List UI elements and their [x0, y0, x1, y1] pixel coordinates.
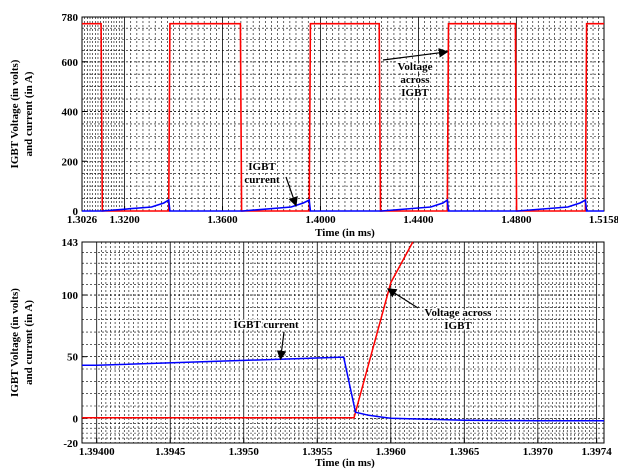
annotation-text: IGBT current — [233, 319, 299, 331]
y-tick-label: 100 — [62, 290, 79, 302]
y-axis-title: IGBT Voltage (in volts) — [9, 288, 21, 397]
annotation-text: IGBT — [401, 87, 429, 99]
annotation-text: Voltage across — [425, 307, 493, 319]
x-tick-label: 1.3200 — [109, 214, 140, 226]
y-tick-label: 600 — [62, 57, 79, 69]
x-tick-label: 1.3974 — [582, 446, 613, 458]
chart-panel-2: -20 0 50 100 143 1.39400 1.3945 1.3950 1.3955 1.3… — [9, 237, 612, 469]
x-tick-label: 1.4000 — [305, 214, 336, 226]
grid — [82, 242, 604, 443]
x-tick-label: 1.3026 — [67, 214, 98, 226]
y-tick-label: 50 — [67, 352, 79, 364]
y-axis-title: and current (in A) — [23, 300, 35, 385]
y-axis-title: and current (in A) — [23, 71, 35, 156]
annotation-text: across — [400, 74, 430, 86]
annotation: IGBT current — [232, 318, 300, 361]
y-tick-label: 200 — [62, 156, 79, 168]
x-tick-label: 1.3945 — [155, 446, 186, 458]
annotation-arrow — [382, 48, 449, 61]
x-tick-label: 1.3970 — [523, 446, 554, 458]
y-tick-label: -20 — [63, 438, 78, 450]
annotation-text: IGBT — [248, 161, 276, 173]
annotation-arrow — [285, 176, 298, 207]
annotation-text: current — [244, 174, 280, 186]
plot-frame — [81, 241, 605, 444]
plot-frame — [81, 16, 605, 212]
current-series-line — [82, 356, 604, 422]
y-axis-title: IGBT Voltage (in volts) — [9, 59, 21, 168]
y-tick-label: 0 — [73, 413, 79, 425]
x-axis-title: Time (in ms) — [315, 457, 375, 469]
current-series-line — [82, 198, 604, 212]
voltage-series-line — [82, 241, 414, 419]
annotation-text: IGBT — [444, 320, 472, 332]
chart-panel-1: 0 200 400 600 780 1.3026 1.3200 1.3600 1.4000 1.4… — [9, 12, 618, 239]
x-axis-title: Time (in ms) — [315, 227, 375, 239]
x-tick-label: 1.3955 — [302, 446, 333, 458]
x-tick-label: 1.5158 — [589, 214, 618, 226]
y-tick-label: 0 — [73, 206, 79, 218]
annotation-text: Voltage — [397, 61, 432, 73]
y-tick-label: 400 — [62, 107, 79, 119]
annotation-arrow — [386, 288, 419, 309]
y-tick-label: 780 — [62, 12, 79, 24]
x-tick-label: 1.4800 — [501, 214, 532, 226]
grid — [82, 17, 604, 211]
x-tick-label: 1.3960 — [376, 446, 407, 458]
x-tick-label: 1.3950 — [229, 446, 260, 458]
voltage-series-line — [82, 22, 604, 212]
x-tick-label: 1.3600 — [207, 214, 238, 226]
annotation-arrow — [276, 331, 287, 361]
y-tick-label: 143 — [62, 237, 79, 249]
x-tick-label: 1.3965 — [449, 446, 480, 458]
x-tick-label: 1.39400 — [79, 446, 115, 458]
x-tick-label: 1.4400 — [403, 214, 434, 226]
